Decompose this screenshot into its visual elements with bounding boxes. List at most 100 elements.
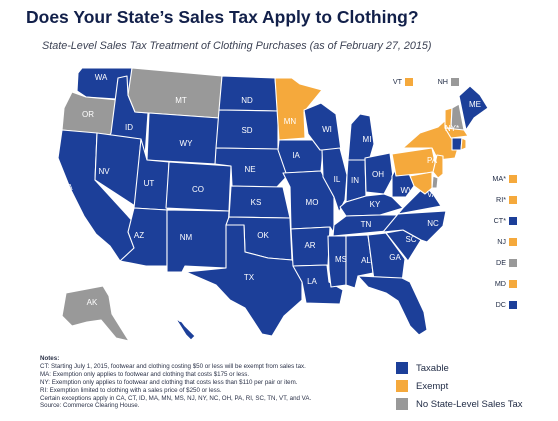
legend-item-taxable: Taxable (396, 359, 523, 377)
small-states-key: VT NH MA* RI* CT* NJ DE MD DC (393, 77, 517, 309)
state-label-mi: MI (363, 135, 372, 144)
map-title: Does Your State’s Sales Tax Apply to Clo… (26, 7, 419, 27)
state-label-wi: WI (322, 125, 332, 134)
small-state-label: NH (438, 77, 448, 86)
state-label-ms: MS (335, 255, 347, 264)
state-de (431, 175, 439, 189)
state-label-ne: NE (244, 165, 255, 174)
state-oh (364, 152, 394, 195)
state-labels-layer: WA OR ID MT WY CA NV UT AZ CO NM ND SD NE KS OK TX MN IA MO… (61, 73, 481, 324)
small-state-label: DC (496, 300, 506, 309)
state-ct (451, 137, 463, 151)
small-state-swatch (509, 196, 517, 204)
state-label-nv: NV (98, 167, 110, 176)
small-state-label: RI* (496, 195, 506, 204)
state-label-me: ME (469, 100, 481, 109)
state-mt (127, 67, 223, 119)
state-va (397, 185, 442, 215)
note-line: RI: Exemption limited to clothing with a… (40, 386, 222, 394)
state-label-ga: GA (389, 253, 401, 262)
legend-item-none: No State-Level Sales Tax (396, 395, 523, 413)
state-label-tx: TX (244, 273, 255, 282)
state-nm (166, 209, 230, 273)
state-nd (218, 75, 279, 112)
small-state-label: DE (496, 258, 506, 267)
state-label-ut: UT (144, 179, 155, 188)
state-label-or: OR (82, 110, 94, 119)
small-state-swatch (405, 78, 413, 86)
state-ak (61, 285, 130, 342)
state-label-oh: OH (372, 170, 384, 179)
state-label-az: AZ (134, 231, 144, 240)
state-label-tn: TN (361, 220, 372, 229)
state-label-ar: AR (304, 241, 315, 250)
state-label-hi: HI (175, 315, 183, 324)
state-la (292, 264, 344, 305)
state-label-ak: AK (87, 298, 98, 307)
small-state-label: NJ (497, 237, 506, 246)
state-label-ok: OK (257, 231, 269, 240)
state-ms (327, 235, 347, 288)
legend-label: Exempt (416, 380, 449, 392)
state-label-in: IN (351, 176, 359, 185)
small-state-swatch (509, 238, 517, 246)
state-label-mn: MN (284, 117, 297, 126)
state-label-wv: WV (401, 186, 415, 195)
state-nj (432, 154, 444, 179)
state-label-co: CO (192, 185, 204, 194)
small-state-swatch (509, 175, 517, 183)
legend: Taxable Exempt No State-Level Sales Tax (396, 359, 523, 413)
states-layer (57, 67, 489, 342)
legend-item-exempt: Exempt (396, 377, 523, 395)
state-label-id: ID (125, 123, 133, 132)
state-ri (460, 137, 467, 151)
state-label-ny: NY* (445, 124, 459, 133)
map-subtitle: State-Level Sales Tax Treatment of Cloth… (42, 40, 432, 52)
state-label-la: LA (307, 277, 317, 286)
note-line: Source: Commerce Clearing House. (40, 402, 140, 410)
note-line: NY: Exemption only applies to footwear a… (40, 378, 298, 386)
state-nc (382, 210, 447, 243)
state-md (409, 171, 433, 195)
state-tx (185, 224, 303, 337)
state-label-ks: KS (251, 198, 262, 207)
state-label-mt: MT (175, 96, 187, 105)
small-state-label: VT (393, 77, 403, 86)
state-label-sd: SD (241, 126, 252, 135)
small-state-swatch (509, 280, 517, 288)
small-state-swatch (451, 78, 459, 86)
legend-swatch-none (396, 398, 408, 410)
state-label-nc: NC (427, 219, 439, 228)
legend-label: No State-Level Sales Tax (416, 398, 523, 410)
small-state-label: CT* (494, 216, 507, 225)
legend-swatch-taxable (396, 362, 408, 374)
notes-heading: Notes: (40, 355, 60, 362)
note-line: MA: Exemption only applies to footwear a… (40, 370, 250, 378)
small-state-label: MA* (492, 174, 506, 183)
state-label-ca: CA (61, 183, 73, 192)
small-state-swatch (509, 301, 517, 309)
state-ar (290, 226, 331, 267)
state-label-wy: WY (180, 139, 194, 148)
state-label-nd: ND (241, 96, 253, 105)
note-line: Certain exceptions apply in CA, CT, ID, … (40, 394, 312, 402)
state-label-sc: SC (405, 235, 416, 244)
legend-label: Taxable (416, 362, 449, 374)
state-label-mo: MO (306, 198, 319, 207)
state-label-fl: FL (423, 303, 433, 312)
state-label-al: AL (361, 256, 371, 265)
state-label-wa: WA (95, 73, 108, 82)
state-label-nm: NM (180, 233, 193, 242)
legend-swatch-exempt (396, 380, 408, 392)
state-label-va: VA (427, 190, 438, 199)
notes-block: Notes: CT: Starting July 1, 2015, footwe… (40, 355, 380, 410)
state-ma (444, 127, 469, 139)
state-hi (175, 318, 196, 341)
state-label-ky: KY (370, 200, 381, 209)
note-line: CT: Starting July 1, 2015, footwear and … (40, 362, 306, 370)
small-state-label: MD (495, 279, 506, 288)
state-label-ia: IA (292, 151, 300, 160)
state-label-il: IL (334, 175, 341, 184)
state-label-pa: PA (427, 156, 438, 165)
